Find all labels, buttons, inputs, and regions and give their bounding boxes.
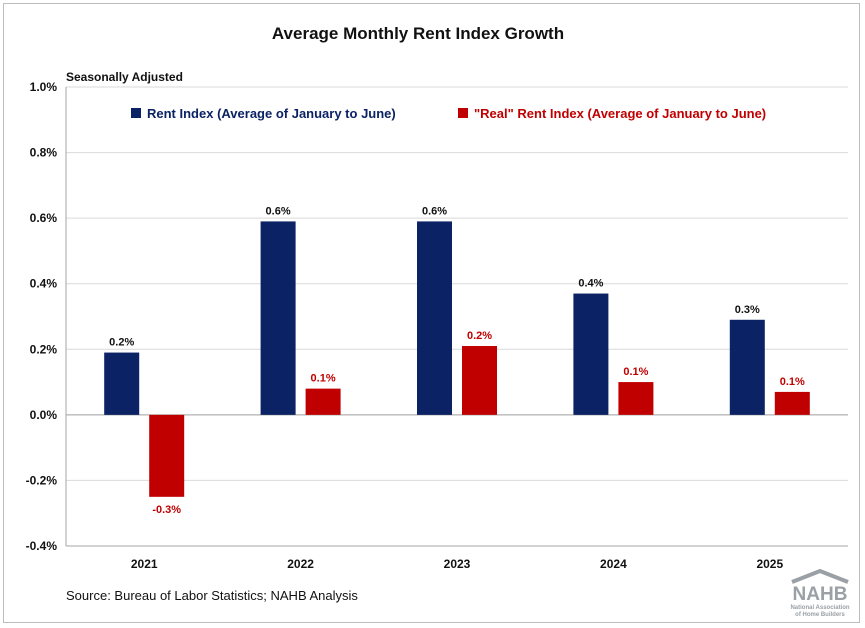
bar-real-rent-index-2022 xyxy=(305,388,341,415)
legend-swatch xyxy=(131,108,141,118)
y-tick-label: 0.2% xyxy=(30,342,58,356)
x-tick-label: 2024 xyxy=(600,557,627,571)
legend: Rent Index (Average of January to June) "… xyxy=(131,106,766,121)
logo-name: NAHB xyxy=(793,584,848,605)
bar-rent-index-2025 xyxy=(729,319,765,415)
bar-rent-index-2022 xyxy=(260,221,296,415)
bar-real-rent-index-2025 xyxy=(774,391,810,415)
data-label: 0.1% xyxy=(623,366,648,378)
y-tick-label: 1.0% xyxy=(30,80,58,94)
data-label: 0.2% xyxy=(467,330,492,342)
legend-label: "Real" Rent Index (Average of January to… xyxy=(474,106,766,121)
bars: 0.2% -0.3% 0.6% 0.1% 0.6% 0.2% 0.4% 0.1% 0.3% 0.1… xyxy=(104,205,810,516)
data-label: 0.1% xyxy=(780,376,805,388)
bar-real-rent-index-2023 xyxy=(462,346,497,415)
x-tick-label: 2025 xyxy=(756,557,783,571)
data-label: 0.2% xyxy=(109,337,134,349)
x-tick-label: 2022 xyxy=(287,557,314,571)
x-tick-label: 2021 xyxy=(131,557,158,571)
chart-subtitle: Seasonally Adjusted xyxy=(66,70,183,84)
logo-line2: of Home Builders xyxy=(795,612,845,618)
bar-rent-index-2021 xyxy=(104,352,140,415)
y-axis: -0.4% -0.2% 0.0% 0.2% 0.4% 0.6% 0.8% 1.0% xyxy=(26,80,848,553)
y-tick-label: 0.6% xyxy=(30,211,58,225)
logo-line1: National Association xyxy=(790,605,849,611)
source-note: Source: Bureau of Labor Statistics; NAHB… xyxy=(66,588,358,603)
data-label: 0.6% xyxy=(266,205,291,217)
bar-rent-index-2024 xyxy=(573,293,609,415)
y-tick-label: -0.2% xyxy=(26,473,58,487)
y-tick-label: 0.0% xyxy=(30,408,58,422)
y-tick-label: 0.4% xyxy=(30,277,58,291)
data-label: 0.4% xyxy=(578,278,603,290)
chart-title: Average Monthly Rent Index Growth xyxy=(272,24,564,43)
y-tick-label: 0.8% xyxy=(30,146,58,160)
data-label: 0.6% xyxy=(422,205,447,217)
bar-real-rent-index-2024 xyxy=(618,382,654,415)
x-axis: 2021 2022 2023 2024 2025 xyxy=(131,557,784,571)
nahb-logo: NAHB National Association of Home Builde… xyxy=(790,568,850,618)
data-label: 0.1% xyxy=(311,373,336,385)
legend-label: Rent Index (Average of January to June) xyxy=(147,106,396,121)
data-label: 0.3% xyxy=(735,304,760,316)
x-tick-label: 2023 xyxy=(444,557,471,571)
legend-swatch xyxy=(458,108,468,118)
bar-rent-index-2023 xyxy=(417,221,452,415)
roof-icon xyxy=(791,568,849,584)
data-label: -0.3% xyxy=(152,504,181,516)
y-tick-label: -0.4% xyxy=(26,539,58,553)
bar-real-rent-index-2021 xyxy=(149,414,185,497)
